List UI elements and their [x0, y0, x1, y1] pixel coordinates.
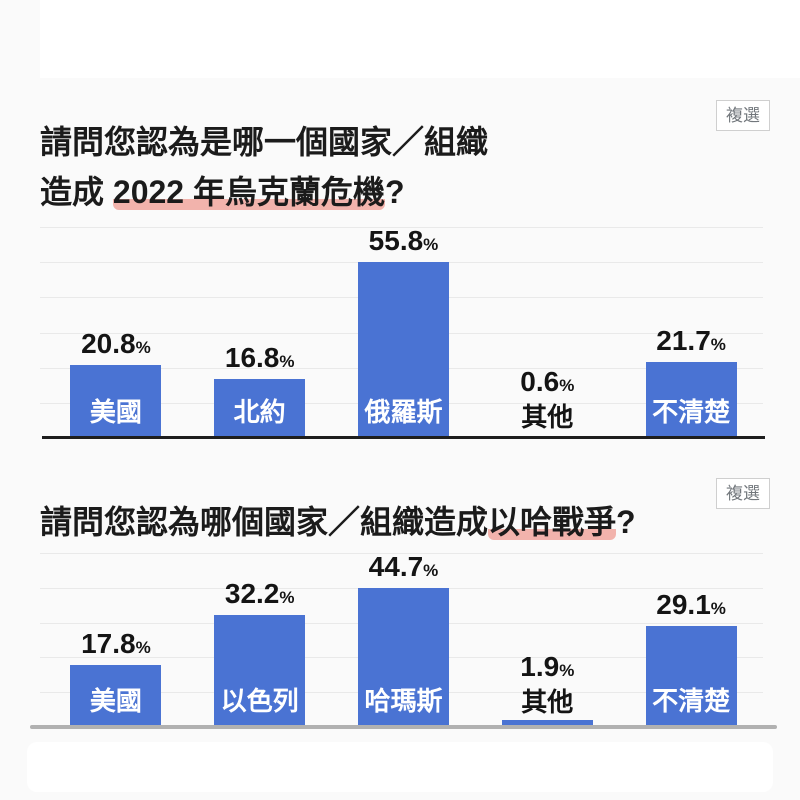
percent-sign: %: [710, 334, 726, 354]
bar-category-label: 哈瑪斯: [364, 686, 443, 716]
percent-sign: %: [279, 587, 295, 607]
bar: 美國: [70, 665, 162, 727]
percent-sign: %: [279, 351, 295, 371]
multi-select-badge: 複選: [716, 100, 770, 132]
bar-value-label: 29.1%: [656, 588, 726, 620]
bar-value-label: 44.7%: [368, 551, 439, 582]
bar-category-label: 北約: [233, 397, 286, 427]
bar-value-label: 20.8%: [81, 327, 151, 359]
bar: 美國: [70, 364, 162, 438]
bar: 不清楚: [645, 361, 737, 438]
bar-column: 21.7% 不清楚 不清楚: [619, 227, 763, 438]
bar: 以色列: [214, 614, 306, 727]
bar-column: 55.8% 俄羅斯 俄羅斯: [332, 227, 476, 438]
bar-column: 32.2% 以色列 以色列: [188, 553, 332, 727]
percent-sign: %: [135, 337, 151, 357]
percent-sign: %: [559, 376, 575, 396]
question-1-title: 請問您認為是哪一個國家／組織 造成 2022 年烏克蘭危機?: [40, 117, 488, 217]
question-2-title: 請問您認為哪個國家／組織造成以哈戰爭?: [40, 503, 636, 540]
bar-value-label: 17.8%: [81, 628, 151, 660]
bar: 俄羅斯: [357, 262, 449, 438]
bar-category-label: 俄羅斯: [364, 397, 443, 427]
highlighted-text: 2022 年烏克蘭危機: [112, 173, 385, 210]
plot-area: 17.8% 美國 美國 32.2% 以色列 以色列 44.7% 哈瑪斯 哈瑪斯 …: [44, 553, 763, 727]
bar-category-label: 不清楚: [652, 686, 731, 716]
bar-value-label: 55.8%: [368, 225, 439, 256]
plot-area: 20.8% 美國 美國 16.8% 北約 北約 55.8% 俄羅斯 俄羅斯 0.…: [44, 227, 763, 438]
percent-sign: %: [135, 638, 151, 658]
footer-card: [27, 742, 773, 792]
multi-select-badge: 複選: [716, 478, 770, 510]
question-1-title-line1: 請問您認為是哪一個國家／組織: [40, 123, 489, 160]
bar: 北約: [214, 378, 306, 438]
x-axis-line: [30, 725, 777, 729]
bar-column: 44.7% 哈瑪斯 哈瑪斯: [332, 553, 476, 727]
percent-sign: %: [710, 598, 726, 618]
bar: 哈瑪斯: [357, 588, 449, 727]
bar-column: 20.8% 美國 美國: [44, 227, 188, 438]
bar-category-label: 不清楚: [652, 397, 731, 427]
percent-sign: %: [423, 561, 439, 580]
bar-column: 17.8% 美國 美國: [44, 553, 188, 727]
bar-category-label: 美國: [89, 397, 142, 427]
bar-value-label: 16.8%: [224, 341, 295, 373]
gridline: [40, 553, 763, 554]
highlighted-text: 以哈戰爭: [488, 503, 617, 540]
bar-column: 0.6% 其他 其他: [475, 227, 619, 438]
bar-category-label: 以色列: [220, 686, 299, 716]
bar-column: 29.1% 不清楚 不清楚: [619, 553, 763, 727]
bar-category-label: 其他: [521, 402, 574, 433]
bar-category-label: 美國: [89, 686, 142, 716]
header-card: [40, 0, 800, 78]
bar-value-label: 21.7%: [656, 324, 726, 356]
x-axis-line: [42, 436, 765, 439]
bar-chart-israel-hamas-war: 17.8% 美國 美國 32.2% 以色列 以色列 44.7% 哈瑪斯 哈瑪斯 …: [30, 553, 777, 729]
bar-column: 1.9% 其他 其他: [475, 553, 619, 727]
bar-value-label: 32.2%: [224, 577, 295, 609]
bar-value-label: 0.6%: [520, 366, 575, 398]
percent-sign: %: [559, 660, 575, 680]
bar-column: 16.8% 北約 北約: [188, 227, 332, 438]
gridline: [40, 227, 763, 228]
bar: 其他: [501, 720, 593, 727]
bar-value-label: 1.9%: [520, 650, 575, 682]
question-1-title-line2: 造成 2022 年烏克蘭危機?: [40, 173, 405, 210]
percent-sign: %: [423, 235, 439, 254]
bar: 不清楚: [645, 625, 737, 727]
bar-chart-ukraine-crisis: 20.8% 美國 美國 16.8% 北約 北約 55.8% 俄羅斯 俄羅斯 0.…: [40, 227, 765, 439]
bar-category-label: 其他: [521, 686, 574, 717]
